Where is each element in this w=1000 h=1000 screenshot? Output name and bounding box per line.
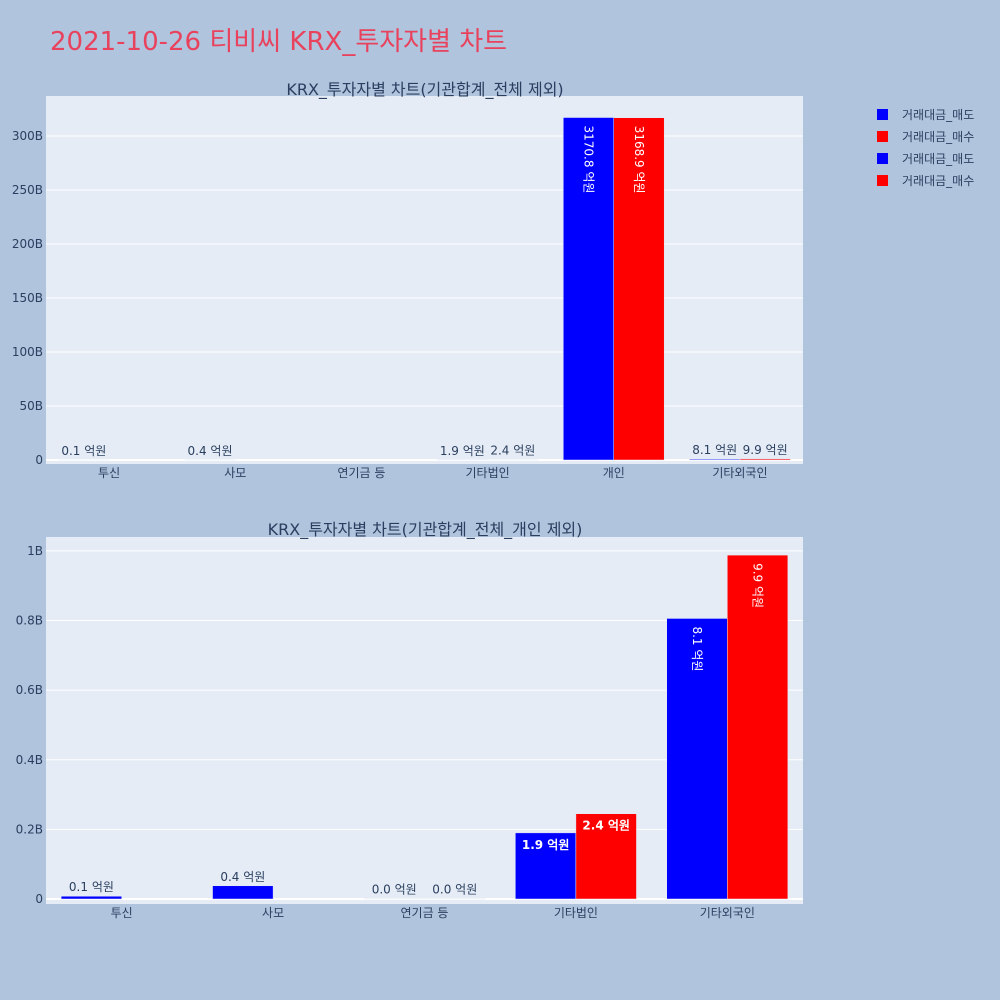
y-tick-label: 50B	[19, 399, 43, 413]
y-tick-label: 1B	[27, 544, 43, 558]
chart-panel-top: KRX_투자자별 차트(기관합계_전체 제외) 0 50B 100B 150B 200B 2…	[12, 80, 803, 480]
main-title: 2021-10-26 티비씨 KRX_투자자별 차트	[50, 27, 507, 57]
bar	[575, 813, 637, 900]
bar-value-label: 0.4 억원	[220, 870, 265, 884]
x-tick-label: 사모	[224, 466, 246, 480]
y-tick-label: 0.4B	[16, 753, 43, 767]
legend-label: 거래대금_매도	[902, 152, 974, 166]
y-tick-label: 0.8B	[16, 614, 43, 628]
bar-value-label: 8.1 억원	[692, 443, 737, 457]
bar-value-label: 0.1 억원	[61, 444, 106, 458]
x-tick-label: 투신	[98, 466, 120, 480]
x-tick-label: 사모	[262, 906, 284, 920]
bar	[739, 458, 791, 461]
legend-swatch	[877, 153, 888, 164]
bar	[666, 618, 728, 900]
y-tick-label: 0.6B	[16, 683, 43, 697]
x-tick-label: 연기금 등	[401, 906, 449, 920]
x-tick-label: 기타법인	[465, 466, 509, 480]
bar-value-label: 9.9 억원	[743, 443, 788, 457]
legend-swatch	[877, 131, 888, 142]
bar	[563, 117, 614, 461]
bar-value-label: 3170.8 억원	[582, 126, 596, 194]
legend-label: 거래대금_매수	[902, 130, 974, 144]
y-tick-label: 0	[35, 892, 43, 906]
y-tick-label: 250B	[12, 183, 43, 197]
bar	[60, 895, 122, 900]
x-tick-label: 개인	[603, 466, 625, 480]
y-tick-label: 300B	[12, 129, 43, 143]
y-tick-label: 200B	[12, 237, 43, 251]
bar-value-label: 0.0 억원	[372, 883, 417, 897]
bar-value-label: 2.4 억원	[582, 819, 630, 833]
bar	[212, 885, 274, 900]
legend-swatch	[877, 109, 888, 120]
bar-value-label: 1.9 억원	[440, 444, 485, 458]
bar-value-label: 0.0 억원	[432, 883, 477, 897]
y-tick-label: 100B	[12, 345, 43, 359]
x-tick-label: 기타법인	[554, 906, 598, 920]
bar	[689, 458, 741, 461]
x-tick-label: 기타외국인	[712, 466, 767, 480]
legend-swatch	[877, 175, 888, 186]
bar-value-label: 3168.9 억원	[632, 126, 646, 194]
y-tick-label: 0.2B	[16, 822, 43, 836]
plot-area	[46, 96, 803, 464]
chart-panel-bottom: KRX_투자자별 차트(기관합계_전체_개인 제외) 0 0.2B 0.4B 0.6B 0…	[16, 520, 803, 920]
bar-value-label: 1.9 억원	[522, 838, 570, 852]
bar-value-label: 0.1 억원	[69, 880, 114, 894]
bar-value-label: 2.4 억원	[490, 444, 535, 458]
y-tick-label: 0	[35, 453, 43, 467]
x-tick-label: 연기금 등	[337, 466, 385, 480]
bar	[613, 117, 665, 461]
bar-value-label: 0.4 억원	[188, 444, 233, 458]
subplot-title: KRX_투자자별 차트(기관합계_전체 제외)	[286, 80, 563, 100]
x-tick-label: 투신	[111, 906, 133, 920]
bar	[515, 832, 577, 900]
x-tick-label: 기타외국인	[700, 906, 755, 920]
bar-value-label: 8.1 억원	[690, 626, 704, 671]
legend-label: 거래대금_매수	[902, 174, 974, 188]
bar	[727, 554, 789, 900]
bar-value-label: 9.9 억원	[751, 563, 765, 608]
legend-label: 거래대금_매도	[902, 108, 974, 122]
y-tick-label: 150B	[12, 291, 43, 305]
subplot-title: KRX_투자자별 차트(기관합계_전체_개인 제외)	[268, 520, 583, 540]
